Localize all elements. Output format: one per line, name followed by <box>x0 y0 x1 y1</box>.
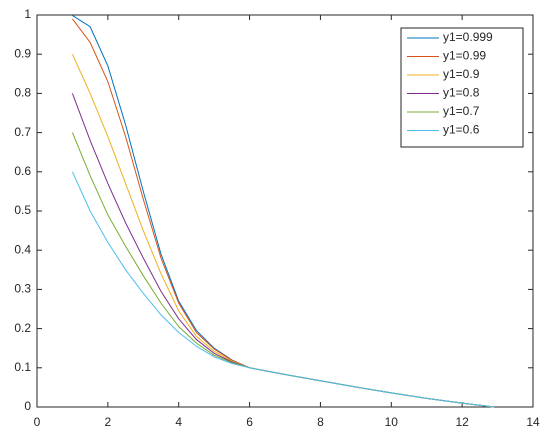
x-tick-label: 0 <box>34 415 41 429</box>
y-tick-label: 0 <box>24 399 31 413</box>
legend-box <box>400 27 524 148</box>
y-tick-label: 0.1 <box>14 360 31 374</box>
legend-label: y1=0.8 <box>443 86 480 100</box>
x-tick-label: 8 <box>317 415 324 429</box>
x-tick-label: 6 <box>246 415 253 429</box>
x-tick-label: 14 <box>526 415 540 429</box>
legend-label: y1=0.99 <box>443 49 486 63</box>
y-tick-label: 0.7 <box>14 125 31 139</box>
y-tick-label: 0.8 <box>14 86 31 100</box>
y-tick-label: 0.6 <box>14 164 31 178</box>
legend-label: y1=0.999 <box>443 30 493 44</box>
y-tick-label: 1 <box>24 7 31 21</box>
legend-label: y1=0.9 <box>443 67 480 81</box>
y-tick-label: 0.3 <box>14 282 31 296</box>
legend-label: y1=0.7 <box>443 104 480 118</box>
y-tick-label: 0.5 <box>14 203 31 217</box>
y-tick-label: 0.9 <box>14 46 31 60</box>
x-tick-label: 2 <box>105 415 112 429</box>
series-line <box>71 171 495 408</box>
y-tick-label: 0.2 <box>14 321 31 335</box>
x-tick-label: 10 <box>385 415 399 429</box>
y-tick-label: 0.4 <box>14 242 31 256</box>
x-tick-label: 4 <box>175 415 182 429</box>
x-tick-label: 12 <box>455 415 469 429</box>
legend-label: y1=0.6 <box>443 123 480 137</box>
